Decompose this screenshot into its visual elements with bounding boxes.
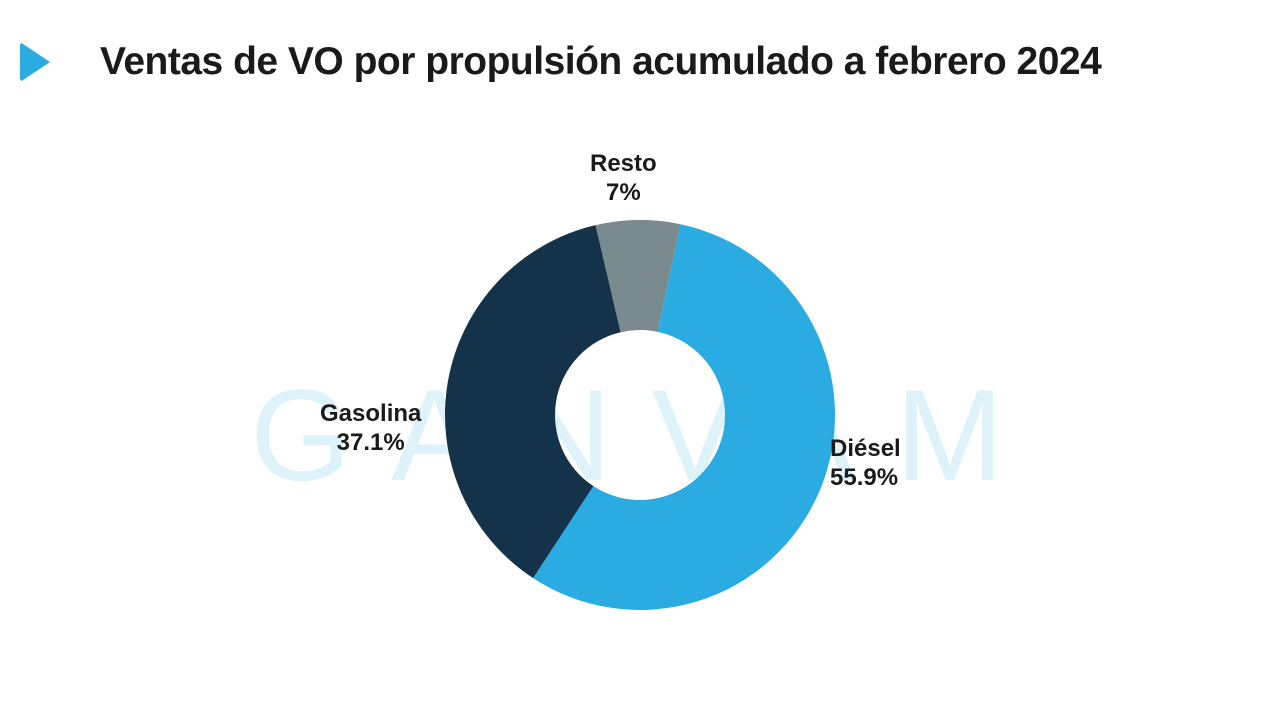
donut-svg: [445, 220, 835, 610]
label-resto: Resto 7%: [590, 150, 657, 208]
label-gasolina: Gasolina 37.1%: [320, 400, 421, 458]
label-resto-pct: 7%: [590, 179, 657, 208]
arrow-right-icon: [20, 42, 50, 82]
label-resto-name: Resto: [590, 150, 657, 179]
label-gasolina-name: Gasolina: [320, 400, 421, 429]
label-diesel-pct: 55.9%: [830, 464, 901, 493]
donut-chart: Resto 7% Diésel 55.9% Gasolina 37.1%: [350, 140, 930, 720]
label-diesel-name: Diésel: [830, 435, 901, 464]
chart-title: Ventas de VO por propulsión acumulado a …: [100, 40, 1101, 84]
label-gasolina-pct: 37.1%: [320, 429, 421, 458]
chart-header: Ventas de VO por propulsión acumulado a …: [0, 0, 1280, 84]
label-diesel: Diésel 55.9%: [830, 435, 901, 493]
